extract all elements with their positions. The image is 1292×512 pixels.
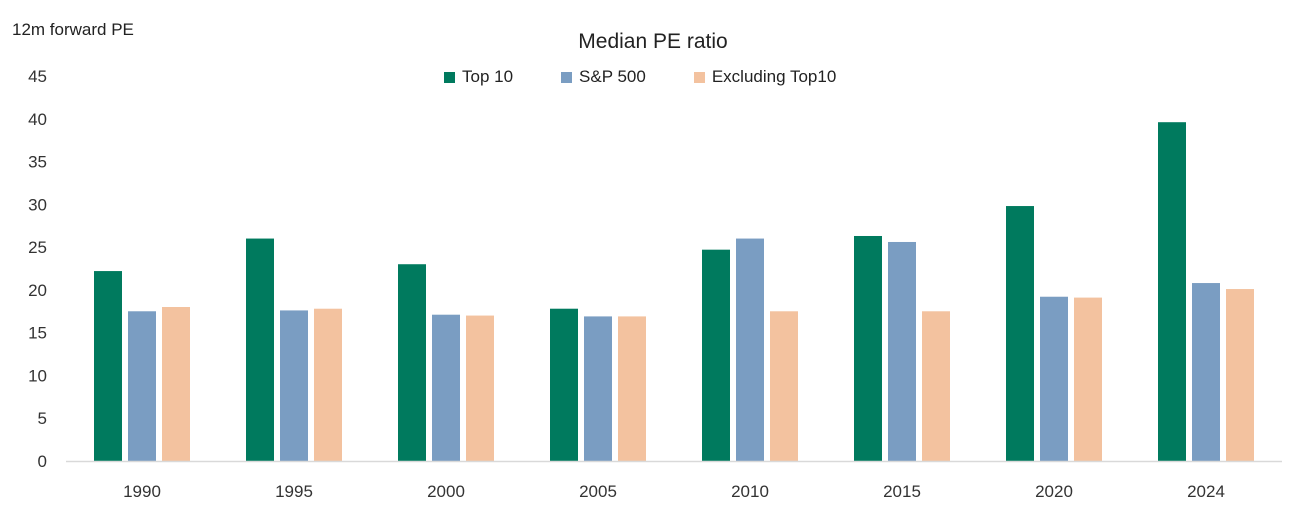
legend-swatch-sp500 <box>561 71 573 83</box>
bar-excluding-top10 <box>314 308 342 461</box>
x-tick-label: 1995 <box>275 482 313 501</box>
bar-top10 <box>398 264 426 461</box>
bar-sp500 <box>432 314 460 461</box>
x-tick-label: 2000 <box>427 482 465 501</box>
y-tick-label: 45 <box>28 67 47 86</box>
bar-top10 <box>854 235 882 461</box>
legend-item-sp500: S&P 500 <box>561 67 646 87</box>
y-tick-label: 10 <box>28 366 47 385</box>
legend-swatch-excluding-top10 <box>693 71 705 83</box>
bar-excluding-top10 <box>1074 297 1102 461</box>
bar-sp500 <box>1040 296 1068 461</box>
bar-sp500 <box>1192 283 1220 461</box>
bar-top10 <box>550 308 578 461</box>
x-tick-label: 1990 <box>123 482 161 501</box>
y-tick-label: 40 <box>28 110 47 129</box>
bar-sp500 <box>280 310 308 461</box>
bar-top10 <box>702 249 730 461</box>
y-tick-label: 25 <box>28 238 47 257</box>
bar-sp500 <box>888 241 916 461</box>
y-tick-label: 20 <box>28 281 47 300</box>
bar-sp500 <box>736 238 764 461</box>
bar-sp500 <box>584 316 612 461</box>
bar-top10 <box>1158 122 1186 461</box>
legend-item-top10: Top 10 <box>444 67 513 87</box>
y-axis-label: 12m forward PE <box>12 20 134 39</box>
legend-swatch-top10 <box>444 71 455 83</box>
legend: Top 10 S&P 500 Excluding Top10 <box>444 67 836 87</box>
x-tick-label: 2010 <box>731 482 769 501</box>
y-tick-label: 35 <box>28 153 47 172</box>
bar-top10 <box>1006 206 1034 461</box>
bar-top10 <box>246 238 274 461</box>
x-tick-label: 2020 <box>1035 482 1073 501</box>
x-tick-label: 2015 <box>883 482 921 501</box>
y-tick-label: 5 <box>38 409 47 428</box>
legend-label-excluding-top10: Excluding Top10 <box>711 67 837 86</box>
chart-title: Median PE ratio <box>578 30 728 53</box>
bar-sp500 <box>128 311 156 461</box>
bar-excluding-top10 <box>770 311 798 461</box>
legend-item-excluding-top10: Excluding Top10 <box>693 67 837 87</box>
bar-excluding-top10 <box>466 315 494 461</box>
y-tick-label: 30 <box>28 195 47 214</box>
x-tick-label: 2005 <box>579 482 617 501</box>
y-tick-label: 0 <box>38 452 47 471</box>
x-tick-label: 2024 <box>1187 482 1225 501</box>
bar-excluding-top10 <box>922 311 950 461</box>
bar-top10 <box>94 271 122 461</box>
y-tick-label: 15 <box>28 324 47 343</box>
bar-excluding-top10 <box>162 307 190 461</box>
legend-label-top10: Top 10 <box>462 67 514 86</box>
legend-label-sp500: S&P 500 <box>579 67 646 86</box>
bar-excluding-top10 <box>1226 289 1254 461</box>
bar-excluding-top10 <box>618 316 646 461</box>
